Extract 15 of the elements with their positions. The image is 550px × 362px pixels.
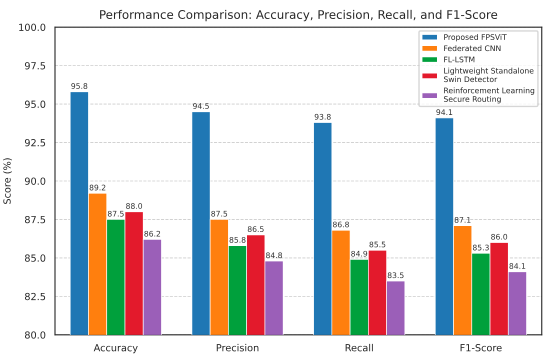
x-tick-label: Recall <box>346 344 373 352</box>
y-tick-label: 92.5 <box>24 139 46 146</box>
y-tick-label: 95.0 <box>24 100 46 108</box>
x-tick-label: Precision <box>216 344 258 352</box>
y-tick-label: 97.5 <box>24 62 46 70</box>
y-tick-label: 82.5 <box>24 292 46 300</box>
y-tick-label: 87.5 <box>24 216 46 224</box>
y-tick-label: 85.0 <box>24 254 46 262</box>
y-tick-label: 90.0 <box>24 177 46 185</box>
y-tick-label: 100.0 <box>19 24 46 31</box>
y-tick-label: 80.0 <box>24 331 46 339</box>
chart-title: Performance Comparison: Accuracy, Precision, Recall, and F1-Score <box>100 10 498 22</box>
x-tick-label: F1-Score <box>460 344 502 352</box>
y-axis-title: Score (%) <box>3 158 12 204</box>
x-tick-label: Accuracy <box>94 344 138 354</box>
